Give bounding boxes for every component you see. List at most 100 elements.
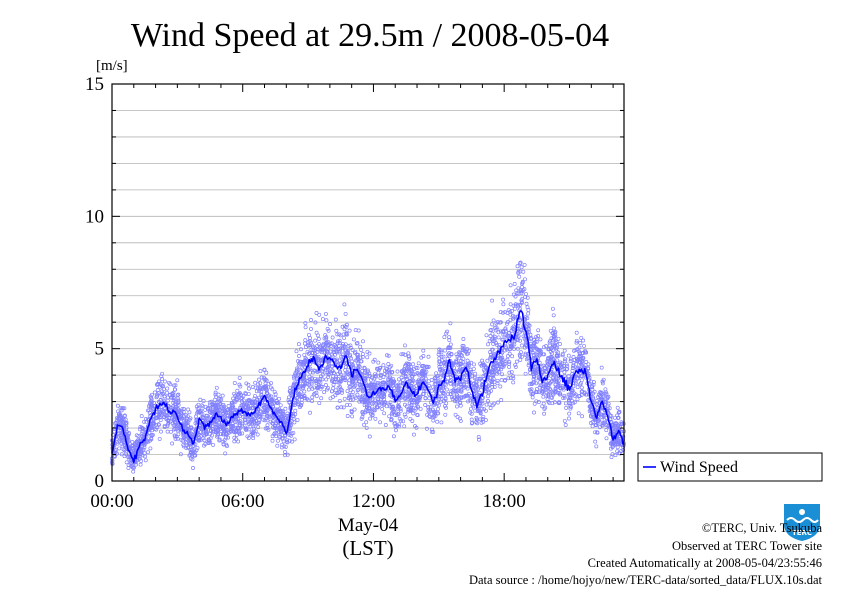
data-point	[437, 356, 442, 361]
data-point	[544, 369, 548, 374]
data-point	[529, 336, 534, 341]
data-point	[331, 382, 336, 387]
data-point	[537, 353, 542, 358]
data-point	[245, 407, 250, 412]
data-point	[492, 385, 497, 389]
data-point	[575, 376, 580, 381]
data-point	[217, 438, 222, 443]
data-point	[409, 399, 414, 404]
data-point	[574, 330, 579, 335]
data-point	[458, 400, 463, 405]
data-point	[319, 396, 324, 401]
data-point	[284, 439, 289, 444]
data-point	[314, 330, 319, 335]
data-point	[519, 299, 524, 304]
data-point	[564, 405, 569, 410]
data-point	[188, 416, 193, 421]
data-point	[318, 376, 323, 381]
data-point	[139, 447, 144, 452]
data-point	[368, 373, 372, 378]
data-point	[362, 395, 367, 400]
data-point	[180, 407, 185, 412]
data-point	[443, 404, 447, 408]
data-point	[519, 354, 524, 359]
data-point	[269, 394, 274, 399]
data-point	[274, 434, 278, 439]
data-point	[323, 333, 328, 338]
data-point	[556, 350, 561, 355]
data-point	[406, 409, 410, 414]
data-point	[348, 384, 353, 389]
data-point	[401, 351, 406, 356]
data-point	[188, 456, 193, 461]
data-point	[273, 392, 278, 397]
data-point	[176, 392, 181, 397]
data-point	[307, 383, 312, 387]
data-point	[579, 335, 584, 340]
data-point	[611, 440, 615, 445]
data-point	[514, 359, 519, 364]
data-point	[282, 444, 287, 449]
data-point	[411, 378, 416, 383]
data-point	[499, 398, 504, 402]
data-point	[317, 312, 322, 317]
data-point	[354, 379, 359, 384]
data-point	[176, 398, 181, 403]
data-point	[319, 384, 324, 389]
data-point	[492, 401, 497, 406]
data-point	[460, 379, 465, 384]
data-point	[336, 339, 340, 344]
data-point	[500, 329, 505, 334]
data-point	[234, 432, 239, 437]
data-point	[494, 342, 499, 347]
data-point	[426, 354, 431, 359]
data-point	[216, 432, 221, 436]
data-point	[417, 395, 422, 400]
data-point	[435, 411, 440, 416]
data-point	[259, 409, 264, 414]
data-point	[294, 377, 299, 381]
data-point	[211, 429, 216, 434]
data-point	[572, 394, 577, 398]
data-point	[271, 421, 276, 426]
data-point	[238, 431, 243, 436]
logo-text: TERC	[792, 529, 812, 537]
data-point	[322, 370, 327, 375]
data-point	[573, 379, 578, 384]
data-point	[310, 395, 315, 400]
data-point	[160, 371, 165, 376]
data-point	[367, 434, 372, 439]
legend-label: Wind Speed	[660, 459, 738, 476]
data-point	[523, 371, 528, 376]
data-point	[382, 400, 387, 405]
data-point	[373, 373, 378, 378]
data-point	[608, 446, 613, 451]
data-point	[338, 333, 343, 338]
data-point	[330, 369, 335, 374]
data-point	[245, 434, 250, 439]
data-point	[345, 414, 350, 418]
data-point	[549, 395, 554, 400]
data-point	[510, 374, 515, 378]
data-point	[399, 418, 404, 423]
data-point	[338, 387, 343, 392]
data-point	[403, 396, 408, 401]
data-point	[359, 348, 364, 352]
data-point	[428, 414, 433, 419]
data-point	[360, 415, 365, 420]
data-point	[324, 336, 329, 341]
data-point	[439, 366, 444, 371]
data-point	[501, 337, 506, 342]
data-point	[336, 390, 341, 395]
data-point	[423, 403, 428, 407]
data-point	[513, 362, 518, 367]
data-point	[459, 352, 464, 357]
data-point	[409, 403, 414, 408]
data-point	[320, 377, 325, 382]
data-point	[389, 418, 394, 423]
data-point	[480, 396, 485, 401]
data-point	[473, 371, 478, 376]
data-point	[428, 405, 433, 410]
y-tick-label: 5	[95, 339, 105, 360]
data-point	[554, 375, 559, 380]
